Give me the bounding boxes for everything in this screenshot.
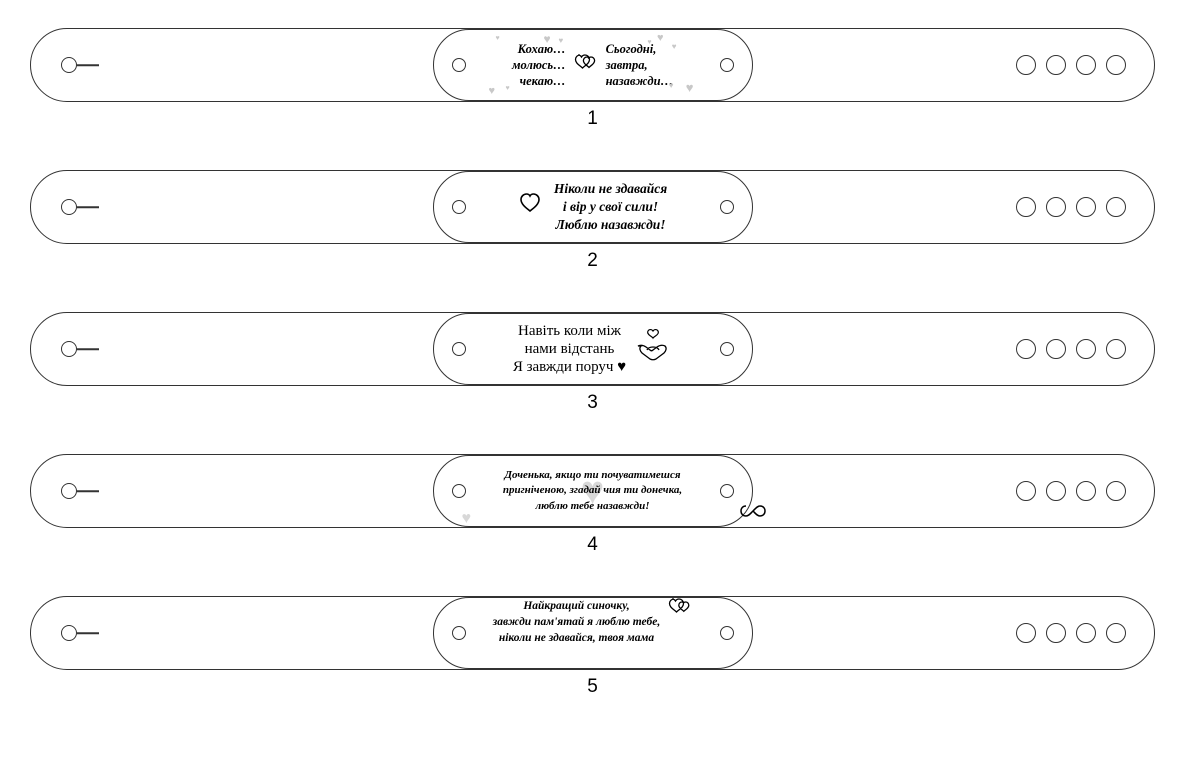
hole-icon (1016, 197, 1036, 217)
bracelet-strap: Навіть коли між нами відстань Я завжди п… (30, 312, 1155, 386)
strap-clasp-hole (61, 199, 77, 215)
pinky-promise-hands-icon (634, 328, 672, 369)
hole-icon (1076, 623, 1096, 643)
heart-watermark-icon: ♥ (462, 508, 472, 530)
heart-decoration-icon: ♥ (559, 36, 564, 45)
bracelet-strap: Найкращий синочку, завжди пам'ятай я люб… (30, 596, 1155, 670)
hole-icon (1046, 623, 1066, 643)
heart-decoration-icon: ♥ (489, 85, 496, 97)
bracelet-strap: Ніколи не здавайся і вір у свої сили! Лю… (30, 170, 1155, 244)
row-number: 4 (30, 534, 1155, 556)
hole-icon (1016, 623, 1036, 643)
engraving-text: Ніколи не здавайся і вір у свої сили! Лю… (554, 180, 667, 235)
strap-clasp-hole (61, 57, 77, 73)
engraving-text-left: Кохаю… молюсь… чекаю… (512, 41, 566, 90)
row-number: 1 (30, 108, 1155, 130)
strap-clasp-line (77, 64, 99, 66)
engraving-plate: Ніколи не здавайся і вір у свої сили! Лю… (433, 171, 753, 243)
plate-design: Навіть коли між нами відстань Я завжди п… (434, 314, 752, 384)
strap-clasp-line (77, 348, 99, 350)
engraving-text: Доченька, якщо ти почуватимешся пригніче… (503, 468, 682, 514)
heart-decoration-icon: ♥ (506, 84, 510, 92)
hole-icon (1106, 339, 1126, 359)
hole-icon (1046, 55, 1066, 75)
plate-design: Ніколи не здавайся і вір у свої сили! Лю… (434, 172, 752, 242)
infinity-icon (740, 498, 766, 526)
strap-clasp-line (77, 490, 99, 492)
hole-icon (1016, 55, 1036, 75)
heart-decoration-icon: ♥ (686, 80, 694, 96)
bracelet-strap: ♥ ♥ Доченька, якщо ти почуватимешся приг… (30, 454, 1155, 528)
hole-icon (1106, 197, 1126, 217)
heart-decoration-icon: ♥ (496, 34, 500, 42)
hole-icon (1076, 481, 1096, 501)
plate-design: ♥ ♥ ♥ ♥ ♥ ♥ ♥ ♥ ♥ ♥ Кохаю… молюсь… чекаю… (434, 30, 752, 100)
heart-decoration-icon: ♥ (657, 32, 664, 44)
heart-decoration-icon: ♥ (647, 38, 651, 46)
strap-adjustment-holes (1016, 339, 1126, 359)
interlocked-hearts-icon (572, 51, 600, 79)
engraving-plate: ♥ ♥ ♥ ♥ ♥ ♥ ♥ ♥ ♥ ♥ Кохаю… молюсь… чекаю… (433, 29, 753, 101)
hole-icon (1076, 55, 1096, 75)
hole-icon (1106, 623, 1126, 643)
engraving-text: Найкращий синочку, завжди пам'ятай я люб… (493, 598, 660, 646)
bracelet-row: Ніколи не здавайся і вір у свої сили! Лю… (30, 170, 1155, 272)
strap-adjustment-holes (1016, 197, 1126, 217)
strap-clasp-line (77, 632, 99, 634)
hole-icon (1106, 55, 1126, 75)
strap-clasp-hole (61, 625, 77, 641)
strap-adjustment-holes (1016, 623, 1126, 643)
hole-icon (1076, 339, 1096, 359)
strap-clasp-hole (61, 341, 77, 357)
row-number: 3 (30, 392, 1155, 414)
engraving-plate: ♥ ♥ Доченька, якщо ти почуватимешся приг… (433, 455, 753, 527)
bracelet-row: Найкращий синочку, завжди пам'ятай я люб… (30, 596, 1155, 698)
bracelet-strap: ♥ ♥ ♥ ♥ ♥ ♥ ♥ ♥ ♥ ♥ Кохаю… молюсь… чекаю… (30, 28, 1155, 102)
engraving-plate: Найкращий синочку, завжди пам'ятай я люб… (433, 597, 753, 669)
plate-design: ♥ ♥ Доченька, якщо ти почуватимешся приг… (434, 456, 752, 526)
heart-decoration-icon: ♥ (672, 42, 677, 51)
heart-outline-icon (518, 192, 542, 222)
strap-adjustment-holes (1016, 481, 1126, 501)
engraving-plate: Навіть коли між нами відстань Я завжди п… (433, 313, 753, 385)
row-number: 5 (30, 676, 1155, 698)
hole-icon (1106, 481, 1126, 501)
hole-icon (1046, 197, 1066, 217)
bracelet-row: ♥ ♥ Доченька, якщо ти почуватимешся приг… (30, 454, 1155, 556)
engraving-text-right: Сьогодні, завтра, назавжди… (606, 41, 673, 90)
strap-clasp-line (77, 206, 99, 208)
strap-adjustment-holes (1016, 55, 1126, 75)
plate-design: Найкращий синочку, завжди пам'ятай я люб… (434, 598, 752, 668)
hole-icon (1076, 197, 1096, 217)
engraving-text: Навіть коли між нами відстань Я завжди п… (513, 322, 626, 376)
hole-icon (1046, 339, 1066, 359)
heart-decoration-icon: ♥ (544, 32, 551, 47)
double-hearts-icon (666, 596, 692, 626)
hole-icon (1046, 481, 1066, 501)
bracelet-row: Навіть коли між нами відстань Я завжди п… (30, 312, 1155, 414)
bracelet-row: ♥ ♥ ♥ ♥ ♥ ♥ ♥ ♥ ♥ ♥ Кохаю… молюсь… чекаю… (30, 28, 1155, 130)
heart-decoration-icon: ♥ (669, 81, 674, 90)
hole-icon (1016, 339, 1036, 359)
hole-icon (1016, 481, 1036, 501)
row-number: 2 (30, 250, 1155, 272)
strap-clasp-hole (61, 483, 77, 499)
